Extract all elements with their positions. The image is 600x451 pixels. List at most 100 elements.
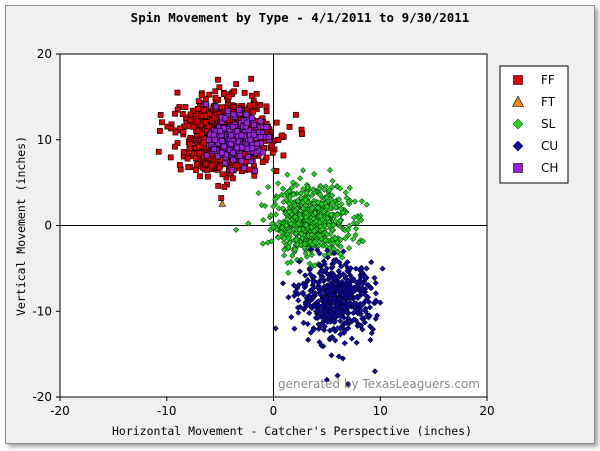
data-point-sl [284, 259, 291, 267]
data-point-cu [343, 320, 350, 327]
data-point-sl [280, 238, 288, 246]
data-point-sl [300, 205, 307, 212]
data-point-ch [228, 132, 235, 139]
data-point-cu [291, 292, 298, 299]
data-point-ch [234, 128, 241, 135]
data-point-cu [324, 288, 332, 295]
data-point-cu [299, 289, 307, 296]
data-point-ch [214, 153, 221, 160]
data-point-cu [355, 278, 363, 285]
data-point-sl [302, 214, 310, 221]
data-point-cu [344, 277, 352, 284]
data-point-sl [297, 194, 305, 201]
data-point-cu [345, 290, 352, 298]
data-point-ch [230, 111, 237, 118]
legend-label: FT [541, 95, 556, 109]
data-point-ff [293, 111, 299, 118]
data-point-cu [373, 312, 381, 319]
data-point-cu [337, 296, 344, 303]
data-point-sl [270, 203, 277, 210]
data-point-sl [298, 230, 305, 237]
data-point-ff [273, 119, 280, 126]
data-point-cu [322, 294, 329, 301]
data-point-sl [332, 235, 339, 242]
data-point-ch [252, 168, 258, 174]
data-point-sl [293, 236, 300, 243]
data-point-ch [217, 128, 224, 135]
data-point-cu [306, 294, 313, 302]
data-point-sl [299, 167, 307, 174]
data-point-ff [220, 91, 227, 98]
data-point-ch [248, 115, 255, 121]
data-point-ch [243, 111, 250, 118]
data-point-ch [251, 121, 258, 128]
data-point-cu [340, 271, 347, 278]
data-point-cu [296, 268, 303, 275]
data-point-sl [311, 238, 319, 245]
data-point-ff [197, 173, 203, 180]
data-point-cu [357, 310, 365, 318]
data-point-ch [230, 157, 237, 163]
data-point-sl [261, 202, 269, 210]
data-point-ff [216, 84, 223, 91]
data-point-cu [361, 319, 369, 326]
data-point-cu [328, 352, 335, 359]
data-point-cu [302, 272, 309, 279]
data-point-cu [321, 260, 328, 268]
data-point-ff [200, 139, 207, 146]
data-point-sl [334, 211, 341, 218]
data-point-sl [245, 220, 252, 227]
data-point-cu [321, 307, 328, 315]
data-point-ff [211, 115, 218, 122]
legend: FF FT SL CU CH [499, 65, 569, 184]
data-point-ch [220, 125, 227, 132]
data-point-ff [196, 150, 203, 157]
data-point-sl [275, 234, 282, 241]
data-point-cu [331, 306, 338, 313]
chart-title: Spin Movement by Type - 4/1/2011 to 9/30… [131, 10, 470, 25]
legend-label: CU [541, 139, 558, 153]
data-point-cu [334, 372, 341, 379]
data-point-sl [311, 228, 318, 235]
data-point-ff [269, 149, 276, 156]
x-tick-label: -10 [157, 404, 177, 418]
data-point-sl [304, 183, 311, 191]
data-point-sl [294, 197, 302, 205]
data-point-ff [184, 155, 191, 162]
legend-marker-ft [511, 95, 525, 107]
data-point-ff [187, 141, 194, 147]
data-point-sl [260, 216, 267, 224]
y-tick-label: 0 [44, 219, 52, 233]
data-point-ff [286, 123, 293, 130]
data-point-sl [291, 213, 299, 221]
data-point-ff [176, 162, 183, 168]
data-point-cu [319, 301, 326, 309]
data-point-cu [366, 323, 374, 330]
data-point-cu [330, 295, 338, 302]
data-point-cu [346, 299, 354, 306]
data-point-cu [316, 250, 323, 257]
data-point-sl [308, 251, 316, 259]
data-point-ch [229, 124, 236, 130]
data-point-sl [232, 226, 240, 233]
data-point-sl [345, 226, 352, 233]
data-point-cu [352, 265, 360, 272]
legend-marker-ff [513, 75, 523, 85]
data-point-sl [337, 243, 344, 250]
data-point-sl [321, 252, 328, 259]
data-point-ch [211, 146, 218, 153]
data-point-cu [314, 246, 321, 254]
data-point-ff [250, 108, 256, 115]
data-point-ff [275, 136, 282, 143]
data-point-cu [295, 297, 302, 304]
data-point-sl [303, 222, 310, 229]
data-point-cu [357, 322, 364, 329]
data-point-sl [350, 214, 358, 221]
data-point-ch [228, 167, 235, 174]
data-point-cu [332, 281, 339, 288]
data-point-cu [371, 274, 378, 282]
data-point-cu [367, 285, 375, 292]
data-point-sl [297, 175, 304, 182]
data-point-cu [288, 313, 295, 321]
data-point-ff [219, 171, 226, 178]
